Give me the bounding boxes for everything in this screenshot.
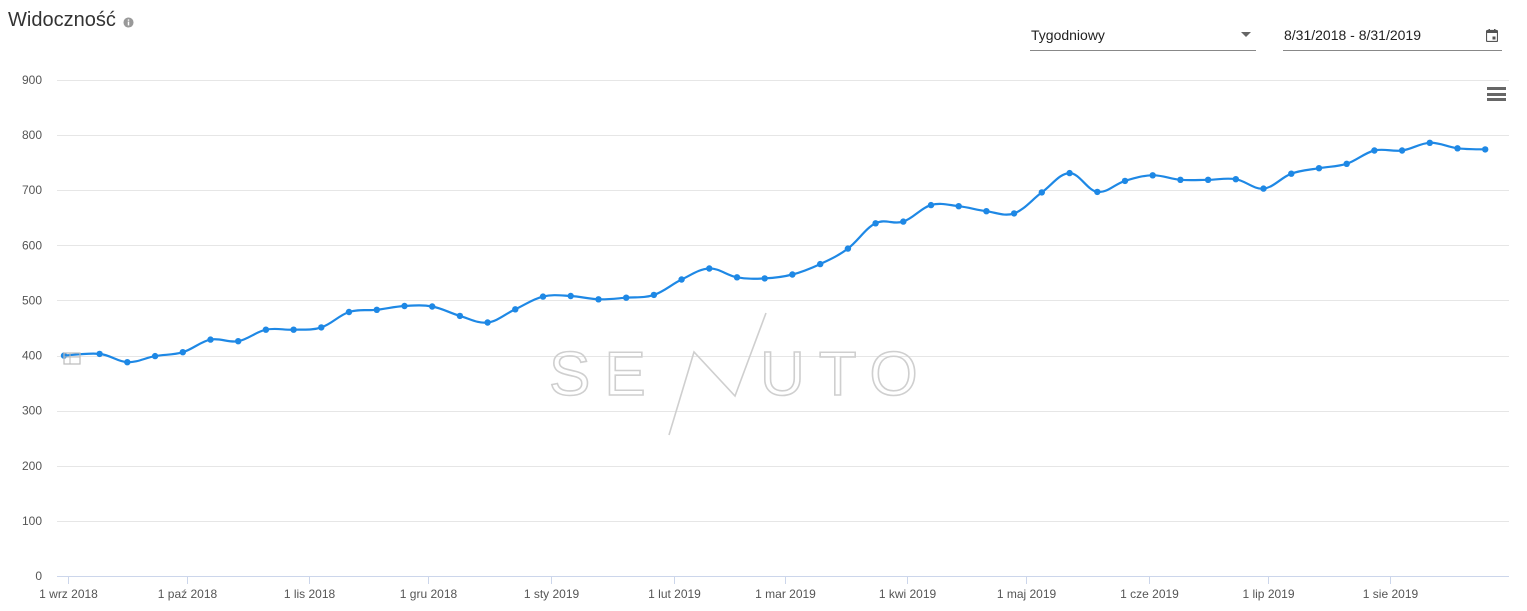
y-tick-label: 100: [22, 514, 42, 528]
data-point[interactable]: [1426, 139, 1434, 146]
x-tick-label: 1 maj 2019: [997, 587, 1057, 601]
data-point[interactable]: [539, 293, 547, 300]
x-tick-label: 1 lis 2018: [284, 587, 336, 601]
senuto-watermark: SE UTO: [548, 312, 932, 436]
x-tick-label: 1 lut 2019: [648, 587, 701, 601]
data-point[interactable]: [373, 306, 380, 313]
data-point[interactable]: [1260, 185, 1267, 192]
y-tick-label: 800: [22, 128, 42, 142]
data-point[interactable]: [401, 302, 408, 310]
data-point[interactable]: [983, 208, 990, 215]
data-point[interactable]: [235, 338, 242, 345]
series-points: [60, 139, 1489, 366]
data-point[interactable]: [1149, 172, 1156, 179]
data-point[interactable]: [1454, 145, 1461, 152]
y-tick-label: 400: [22, 349, 42, 363]
y-tick-label: 900: [22, 73, 42, 87]
data-point[interactable]: [262, 326, 270, 333]
visibility-line-chart: SE UTO 0 100 200 300 400 500 600 700 800 900 1 wr…: [22, 73, 1509, 601]
y-tick-label: 200: [22, 459, 42, 473]
data-point[interactable]: [1204, 176, 1212, 183]
x-tick-label: 1 wrz 2018: [39, 587, 98, 601]
data-point[interactable]: [650, 291, 658, 299]
data-point[interactable]: [151, 352, 159, 360]
data-point[interactable]: [789, 271, 796, 278]
y-tick-label: 500: [22, 293, 42, 307]
data-point[interactable]: [1315, 165, 1323, 172]
export-data-icon[interactable]: [63, 352, 81, 365]
data-point[interactable]: [1371, 147, 1378, 154]
data-point[interactable]: [706, 265, 713, 272]
data-point[interactable]: [318, 324, 325, 331]
x-tick-label: 1 sie 2019: [1363, 587, 1419, 601]
y-tick-label: 300: [22, 404, 42, 418]
data-point[interactable]: [900, 218, 907, 225]
data-point[interactable]: [1094, 188, 1101, 196]
data-point[interactable]: [1177, 176, 1184, 183]
period-select-value: Tygodniowy: [1031, 27, 1105, 43]
date-range-input[interactable]: 8/31/2018 - 8/31/2019: [1283, 22, 1502, 51]
title-wrap: Widoczność: [8, 9, 134, 32]
data-point[interactable]: [1066, 169, 1073, 177]
data-point[interactable]: [484, 319, 491, 326]
data-point[interactable]: [678, 276, 685, 283]
data-point[interactable]: [623, 294, 630, 301]
data-point[interactable]: [512, 306, 519, 313]
data-point[interactable]: [124, 359, 131, 366]
y-axis-labels: 0 100 200 300 400 500 600 700 800 900: [22, 73, 42, 583]
x-tick-label: 1 kwi 2019: [879, 587, 937, 601]
data-point[interactable]: [1288, 170, 1295, 177]
chart-grid: [57, 80, 1509, 522]
data-point[interactable]: [1398, 147, 1406, 154]
y-tick-label: 600: [22, 238, 42, 252]
data-point[interactable]: [345, 308, 353, 316]
data-point[interactable]: [429, 303, 436, 310]
calendar-icon[interactable]: [1486, 29, 1498, 42]
x-tick-label: 1 lip 2019: [1242, 587, 1294, 601]
data-point[interactable]: [1038, 189, 1046, 196]
chart-header: Widoczność Tygodniowy 8/31/2018 - 8/31/2…: [0, 0, 1527, 60]
info-icon[interactable]: [123, 17, 134, 28]
data-point[interactable]: [207, 336, 214, 343]
data-point[interactable]: [179, 349, 186, 356]
watermark-text-left: SE: [549, 340, 660, 409]
data-point[interactable]: [595, 296, 602, 303]
hamburger-menu-icon[interactable]: [1487, 87, 1506, 101]
data-point[interactable]: [1482, 146, 1489, 153]
data-point[interactable]: [1121, 177, 1129, 185]
chart-title: Widoczność: [8, 9, 116, 31]
x-axis: 1 wrz 2018 1 paź 2018 1 lis 2018 1 gru 2018…: [39, 576, 1509, 601]
data-point[interactable]: [1343, 160, 1350, 167]
data-point[interactable]: [844, 245, 852, 252]
data-point[interactable]: [1232, 176, 1240, 183]
x-tick-label: 1 cze 2019: [1120, 587, 1179, 601]
data-point[interactable]: [567, 292, 574, 300]
period-select[interactable]: Tygodniowy: [1030, 22, 1256, 51]
watermark-text-right: UTO: [760, 340, 932, 409]
date-range-value: 8/31/2018 - 8/31/2019: [1284, 27, 1422, 43]
data-point[interactable]: [733, 274, 741, 281]
data-point[interactable]: [96, 350, 103, 358]
chevron-down-icon[interactable]: [1241, 32, 1251, 37]
x-tick-label: 1 sty 2019: [524, 587, 580, 601]
watermark-n-glyph: [668, 312, 767, 436]
data-point[interactable]: [1010, 210, 1018, 217]
data-point[interactable]: [872, 220, 879, 227]
data-point[interactable]: [290, 326, 297, 333]
series-line: [63, 141, 1486, 364]
data-point[interactable]: [927, 201, 935, 209]
data-point[interactable]: [955, 203, 962, 210]
x-tick-label: 1 paź 2018: [158, 587, 218, 601]
data-point[interactable]: [761, 275, 768, 282]
x-tick-label: 1 gru 2018: [400, 587, 458, 601]
y-tick-label: 0: [35, 569, 42, 583]
data-point[interactable]: [817, 260, 824, 268]
y-tick-label: 700: [22, 183, 42, 197]
data-point[interactable]: [456, 312, 464, 320]
x-tick-label: 1 mar 2019: [755, 587, 816, 601]
